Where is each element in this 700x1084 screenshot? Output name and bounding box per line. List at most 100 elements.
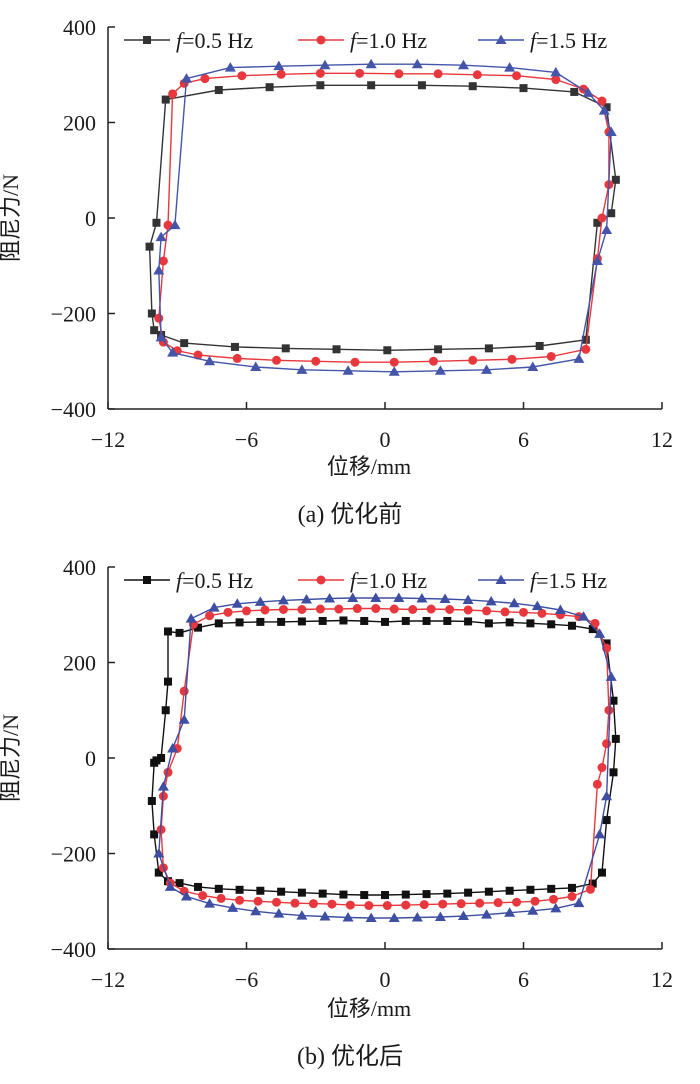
- data-point: [411, 911, 423, 922]
- data-point: [462, 594, 474, 604]
- data-point: [334, 604, 344, 614]
- data-point: [416, 593, 428, 603]
- data-point: [433, 69, 443, 79]
- data-point: [394, 69, 404, 79]
- legend-label: f=1.0 Hz: [350, 28, 427, 53]
- data-point: [519, 607, 528, 617]
- data-point: [180, 890, 192, 901]
- data-point: [611, 734, 620, 743]
- data-point: [393, 592, 405, 603]
- data-point: [485, 595, 497, 606]
- data-point: [154, 868, 163, 877]
- legend-label: f=1.5 Hz: [530, 568, 607, 593]
- data-point: [164, 677, 173, 686]
- data-point: [324, 593, 336, 603]
- data-point: [180, 73, 192, 83]
- data-point: [438, 899, 448, 909]
- data-point: [370, 592, 382, 603]
- data-point: [507, 354, 517, 364]
- series-1: [145, 81, 620, 355]
- data-point: [311, 356, 321, 366]
- data-point: [527, 361, 539, 371]
- data-point: [526, 885, 535, 894]
- data-point: [605, 126, 617, 137]
- data-point: [597, 96, 607, 106]
- data-point: [154, 313, 164, 323]
- data-point: [297, 888, 306, 897]
- data-point: [609, 768, 618, 777]
- data-point: [345, 900, 355, 910]
- data-point: [434, 911, 446, 922]
- data-point: [482, 606, 492, 616]
- data-point: [602, 103, 611, 112]
- chart-caption: (b) 优化后: [297, 1043, 403, 1070]
- x-axis-label: 位移/mm: [327, 996, 411, 1021]
- legend-item-3: f=1.5 Hz: [478, 28, 607, 53]
- data-point: [256, 617, 265, 626]
- x-tick-label: −6: [235, 967, 258, 992]
- data-point: [315, 68, 325, 78]
- data-point: [339, 890, 348, 899]
- x-tick-label: −12: [91, 427, 125, 452]
- data-point: [360, 616, 369, 625]
- legend-marker: [495, 34, 507, 44]
- data-point: [500, 607, 510, 617]
- legend-item-2: f=1.0 Hz: [298, 28, 427, 53]
- data-point: [147, 796, 156, 805]
- data-point: [468, 82, 477, 91]
- y-tick-label: 200: [63, 651, 96, 676]
- data-point: [260, 605, 270, 615]
- legend-marker: [143, 576, 151, 584]
- series-2: [154, 68, 614, 367]
- data-point: [318, 889, 327, 898]
- chart-panel-1: −12 −6 0 6 12 400 200 0 −200 −400 位移/mm 阻尼力/N f=0.5 …: [0, 15, 673, 528]
- data-point: [227, 902, 239, 912]
- data-point: [276, 69, 286, 79]
- series-1: [147, 616, 620, 900]
- data-point: [443, 616, 452, 625]
- data-point: [205, 611, 215, 621]
- y-tick-label: 200: [63, 111, 96, 136]
- data-point: [426, 604, 436, 614]
- data-point: [484, 619, 493, 628]
- data-point: [602, 639, 611, 648]
- series-line: [148, 84, 617, 351]
- legend-item-3: f=1.5 Hz: [478, 568, 607, 593]
- x-tick-label: 0: [380, 967, 391, 992]
- data-point: [588, 625, 597, 634]
- data-point: [152, 756, 161, 765]
- data-point: [581, 335, 590, 344]
- data-point: [597, 868, 606, 877]
- data-point: [537, 608, 547, 618]
- data-point: [364, 901, 374, 911]
- data-point: [290, 898, 300, 908]
- data-point: [318, 616, 327, 625]
- data-point: [554, 604, 566, 614]
- data-point: [573, 353, 585, 363]
- data-point: [194, 623, 203, 632]
- data-point: [237, 71, 247, 81]
- data-point: [319, 59, 331, 70]
- data-point: [601, 224, 613, 234]
- x-tick-label: −6: [235, 427, 258, 452]
- data-point: [161, 95, 170, 104]
- data-point: [547, 884, 556, 893]
- data-point: [463, 605, 473, 615]
- chart-caption: (a) 优化前: [298, 501, 403, 528]
- chart-panel-2: −12 −6 0 6 12 400 200 0 −200 −400 位移/mm 阻尼力/N f=0.5 …: [0, 555, 673, 1070]
- legend-label: f=1.5 Hz: [530, 28, 607, 53]
- legend-item-1: f=0.5 Hz: [124, 28, 253, 53]
- data-point: [531, 600, 543, 611]
- data-point: [573, 897, 585, 908]
- data-point: [178, 714, 190, 724]
- data-point: [281, 344, 290, 353]
- data-point: [235, 885, 244, 894]
- data-point: [382, 901, 392, 911]
- series-line: [158, 63, 612, 373]
- data-point: [296, 910, 308, 920]
- data-point: [381, 617, 389, 626]
- data-point: [505, 886, 514, 895]
- data-point: [155, 331, 167, 342]
- legend-marker: [316, 575, 326, 585]
